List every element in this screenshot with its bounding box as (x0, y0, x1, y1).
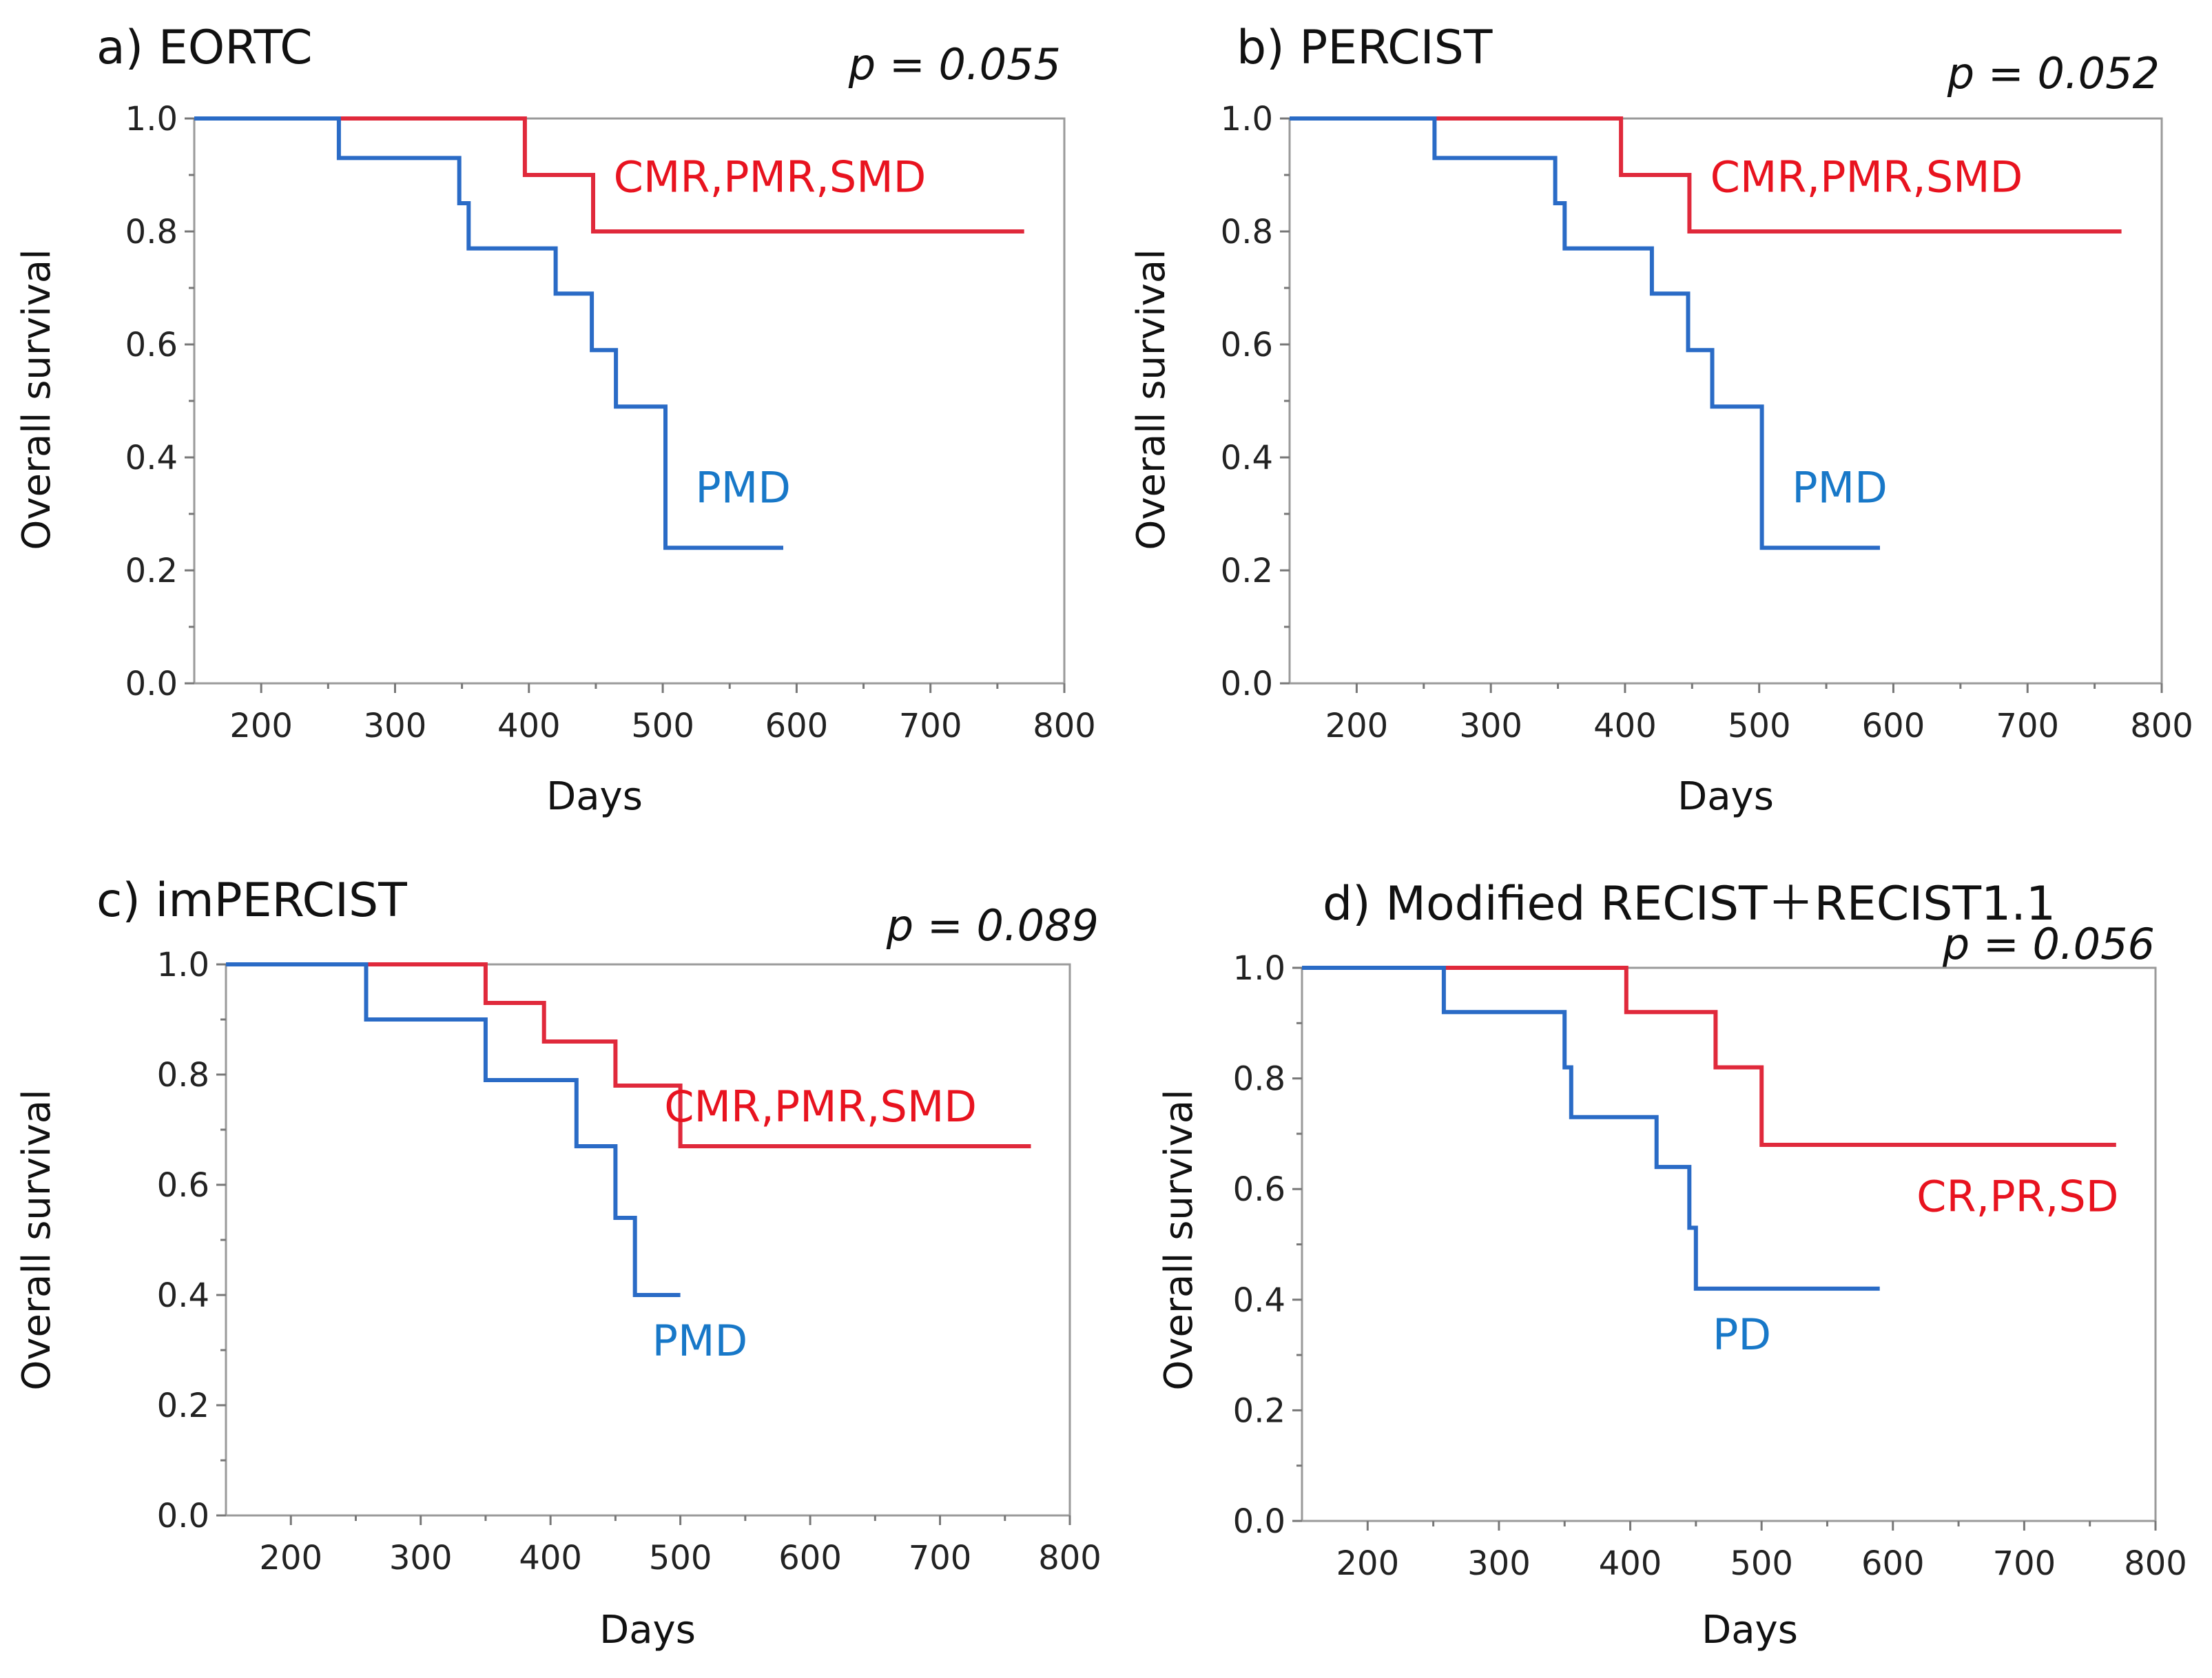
y-tick-label: 1.0 (157, 946, 209, 984)
y-tick-label: 0.2 (1233, 1391, 1285, 1430)
plot-area (193, 117, 1066, 685)
series-label-blue: PD (1713, 1309, 1771, 1360)
y-tick-label: 0.2 (157, 1387, 209, 1425)
y-tick-label: 0.6 (1233, 1170, 1285, 1209)
x-tick-label: 600 (778, 1539, 842, 1577)
series-label-red: CMR,PMR,SMD (1710, 152, 2023, 203)
y-tick-label: 1.0 (125, 100, 178, 138)
x-tick-label: 600 (1862, 707, 1925, 745)
x-tick-label: 700 (1996, 707, 2059, 745)
y-tick-label: 0.4 (157, 1276, 209, 1315)
p-value: p = 0.052 (1947, 48, 2160, 99)
y-tick-label: 1.0 (1221, 100, 1273, 138)
x-tick-label: 300 (1459, 707, 1522, 745)
x-tick-label: 700 (909, 1539, 972, 1577)
x-tick-label: 300 (1467, 1544, 1531, 1583)
y-tick-label: 0.4 (1233, 1281, 1285, 1320)
plot-area (1288, 117, 2163, 685)
x-tick-label: 200 (229, 707, 293, 745)
km-curve-blue (226, 962, 681, 1297)
y-axis-label: Overall survival (1157, 1089, 1201, 1390)
series-label-red: CMR,PMR,SMD (664, 1081, 977, 1132)
km-curve-blue (1290, 116, 1880, 550)
x-tick-label: 300 (364, 707, 427, 745)
x-tick-label: 500 (649, 1539, 712, 1577)
y-tick-label: 0.4 (1221, 439, 1273, 477)
km-curve-blue (1302, 966, 1880, 1291)
x-tick-label: 700 (1993, 1544, 2056, 1583)
y-tick-label: 0.0 (1233, 1502, 1285, 1541)
p-value: p = 0.056 (1942, 919, 2155, 969)
y-tick-label: 0.0 (125, 665, 178, 703)
y-tick-label: 0.2 (125, 552, 178, 590)
series-label-blue: PMD (695, 463, 791, 513)
x-tick-label: 600 (1861, 1544, 1925, 1583)
y-tick-label: 0.8 (125, 213, 178, 251)
y-tick-label: 0.8 (1221, 213, 1273, 251)
x-tick-label: 400 (497, 707, 561, 745)
y-tick-label: 0.4 (125, 439, 178, 477)
x-axis-label: Days (546, 774, 643, 819)
km-curve-red (1302, 966, 2116, 1147)
y-tick-label: 0.6 (157, 1166, 209, 1205)
x-axis-label: Days (1702, 1608, 1798, 1653)
x-tick-label: 800 (2124, 1544, 2187, 1583)
y-tick-label: 0.2 (1221, 552, 1273, 590)
x-tick-label: 300 (389, 1539, 453, 1577)
y-tick-label: 0.0 (157, 1497, 209, 1535)
x-axis-label: Days (599, 1608, 696, 1653)
km-curve-blue (194, 116, 783, 550)
series-label-blue: PMD (1792, 463, 1888, 513)
km-curve-red (194, 116, 1024, 234)
plot-area (1301, 966, 2157, 1522)
y-tick-label: 0.6 (125, 326, 178, 364)
x-tick-label: 800 (1038, 1539, 1102, 1577)
km-curve-red (226, 962, 1031, 1148)
x-tick-label: 400 (519, 1539, 582, 1577)
x-tick-label: 500 (1728, 707, 1791, 745)
x-tick-label: 400 (1599, 1544, 1662, 1583)
p-value: p = 0.089 (886, 900, 1099, 951)
chart-panel-c: c) imPERCIST p = 0.089 0.0 0.2 0.4 0.6 0.8 1.0 2… (14, 873, 1102, 1653)
y-tick-label: 0.0 (1221, 665, 1273, 703)
x-tick-label: 400 (1593, 707, 1657, 745)
x-tick-label: 800 (2130, 707, 2193, 745)
chart-panel-a: a) EORTC p = 0.055 0.0 0.2 0.4 0.6 0.8 1.0 200 30… (14, 21, 1096, 819)
y-axis-label: Overall survival (1129, 249, 1174, 550)
x-axis-label: Days (1677, 774, 1774, 819)
panel-title: a) EORTC (96, 21, 313, 75)
x-tick-label: 500 (1730, 1544, 1793, 1583)
series-label-blue: PMD (652, 1316, 748, 1366)
y-tick-label: 0.6 (1221, 326, 1273, 364)
y-tick-label: 0.8 (1233, 1060, 1285, 1099)
x-tick-label: 700 (899, 707, 962, 745)
plot-area (225, 963, 1071, 1517)
y-tick-label: 1.0 (1233, 949, 1285, 988)
p-value: p = 0.055 (848, 39, 1061, 90)
panel-title: c) imPERCIST (96, 873, 407, 928)
chart-panel-b: b) PERCIST p = 0.052 0.0 0.2 0.4 0.6 0.8 1.0 200… (1129, 21, 2193, 819)
panel-title: b) PERCIST (1237, 21, 1493, 75)
y-axis-label: Overall survival (14, 1089, 59, 1390)
x-tick-label: 500 (631, 707, 694, 745)
x-tick-label: 200 (1325, 707, 1389, 745)
x-tick-label: 800 (1033, 707, 1096, 745)
x-tick-label: 200 (1336, 1544, 1399, 1583)
x-tick-label: 200 (259, 1539, 322, 1577)
km-curve-red (1290, 116, 2122, 234)
chart-panel-d: d) Modified RECIST＋RECIST1.1p = 0.056 0.0… (1157, 877, 2187, 1653)
y-axis-label: Overall survival (14, 249, 59, 550)
x-tick-label: 600 (765, 707, 829, 745)
panel-title: d) Modified RECIST＋RECIST1.1 (1323, 877, 2056, 931)
series-label-red: CR,PR,SD (1916, 1171, 2118, 1221)
y-tick-label: 0.8 (157, 1056, 209, 1095)
series-label-red: CMR,PMR,SMD (614, 152, 927, 203)
